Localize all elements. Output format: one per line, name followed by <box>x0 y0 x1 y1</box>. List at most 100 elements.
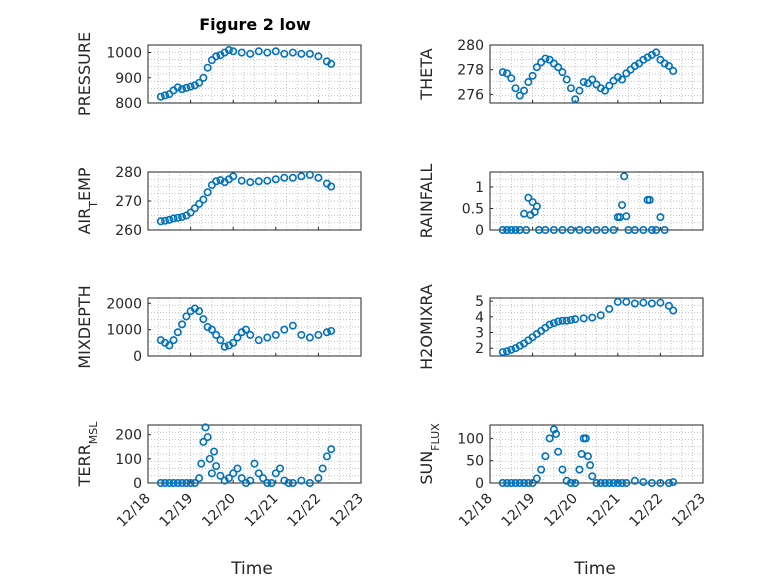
data-point <box>297 476 306 485</box>
data-point <box>276 464 285 473</box>
data-point <box>224 474 233 483</box>
data-point <box>596 311 605 320</box>
data-point <box>613 297 622 306</box>
data-point <box>199 73 208 82</box>
panel-0: 800 900 1000 PRESSURE <box>75 32 362 116</box>
data-point <box>507 478 516 487</box>
data-point <box>314 173 323 182</box>
data-point <box>161 91 170 100</box>
data-point <box>297 49 306 58</box>
data-point <box>507 345 516 354</box>
data-point <box>511 84 520 93</box>
data-point <box>605 304 614 313</box>
data-point <box>588 472 597 481</box>
y-axis-label: THETA <box>417 48 436 100</box>
data-point <box>541 54 550 63</box>
y-tick-label: 280 <box>457 38 484 54</box>
data-point <box>503 478 512 487</box>
data-point <box>630 226 639 235</box>
data-point <box>271 47 280 56</box>
data-point <box>229 172 238 181</box>
x-tick-label: 12/22 <box>284 491 324 531</box>
panel-2: 260 270 280 AIRTEMP <box>75 165 362 239</box>
data-point <box>549 425 558 434</box>
x-tick-label: 12/19 <box>157 491 197 531</box>
data-point <box>182 83 191 92</box>
panel-3: 0 0.5 1 RAINFALL <box>417 164 704 239</box>
data-point <box>305 49 314 58</box>
data-point <box>541 226 550 235</box>
y-axis-label: PRESSURE <box>75 32 94 116</box>
data-point <box>562 476 571 485</box>
x-tick-label: 12/19 <box>499 491 539 531</box>
data-point <box>250 459 259 468</box>
y-tick-label: 900 <box>115 71 142 87</box>
data-point <box>583 226 592 235</box>
data-point <box>645 195 654 204</box>
data-point <box>199 315 208 324</box>
data-point <box>579 314 588 323</box>
data-point <box>554 317 563 326</box>
data-point <box>532 202 541 211</box>
data-point <box>233 333 242 342</box>
data-point <box>571 478 580 487</box>
data-point <box>566 478 575 487</box>
y-axis-label: RAINFALL <box>417 164 436 239</box>
y-tick-label: 278 <box>457 63 484 79</box>
data-point <box>156 478 165 487</box>
y-tick-label: 2000 <box>106 296 142 312</box>
data-point <box>186 208 195 217</box>
y-tick-label: 50 <box>466 454 484 470</box>
data-point <box>618 201 627 210</box>
data-point <box>212 177 221 186</box>
data-point <box>498 478 507 487</box>
x-tick-label: 12/22 <box>626 491 666 531</box>
data-point <box>322 328 331 337</box>
data-point <box>601 478 610 487</box>
data-point <box>581 434 590 443</box>
data-point <box>314 52 323 61</box>
data-point <box>520 209 529 218</box>
y-tick-label: 270 <box>115 194 142 210</box>
axes-box <box>147 44 362 104</box>
data-point <box>165 341 174 350</box>
data-point <box>571 95 580 104</box>
data-point <box>562 75 571 84</box>
y-tick-label: 260 <box>115 223 142 239</box>
data-point <box>246 330 255 339</box>
data-point <box>571 315 580 324</box>
data-point <box>520 86 529 95</box>
data-point <box>524 478 533 487</box>
x-tick-label: 12/21 <box>242 491 282 531</box>
data-point <box>169 214 178 223</box>
data-point <box>322 452 331 461</box>
data-point <box>314 474 323 483</box>
data-point <box>263 48 272 57</box>
y-tick-label: 0 <box>133 476 142 492</box>
y-tick-label: 800 <box>115 96 142 112</box>
data-point <box>161 216 170 225</box>
data-point <box>288 478 297 487</box>
data-point <box>552 429 561 438</box>
data-point <box>246 49 255 58</box>
data-point <box>515 91 524 100</box>
data-point <box>630 299 639 308</box>
data-point <box>237 474 246 483</box>
data-point <box>545 320 554 329</box>
data-point <box>558 316 567 325</box>
data-point <box>280 173 289 182</box>
y-tick-label: 100 <box>457 431 484 447</box>
data-point <box>284 478 293 487</box>
data-point <box>318 464 327 473</box>
y-tick-label: 1 <box>475 180 484 196</box>
y-tick-label: 1000 <box>106 46 142 62</box>
data-point <box>186 82 195 91</box>
data-point <box>664 301 673 310</box>
y-tick-label: 0 <box>475 476 484 492</box>
data-point <box>647 299 656 308</box>
panel-4: 0 1000 2000 MIXDEPTH <box>75 285 362 369</box>
data-point <box>503 69 512 78</box>
data-point <box>199 195 208 204</box>
